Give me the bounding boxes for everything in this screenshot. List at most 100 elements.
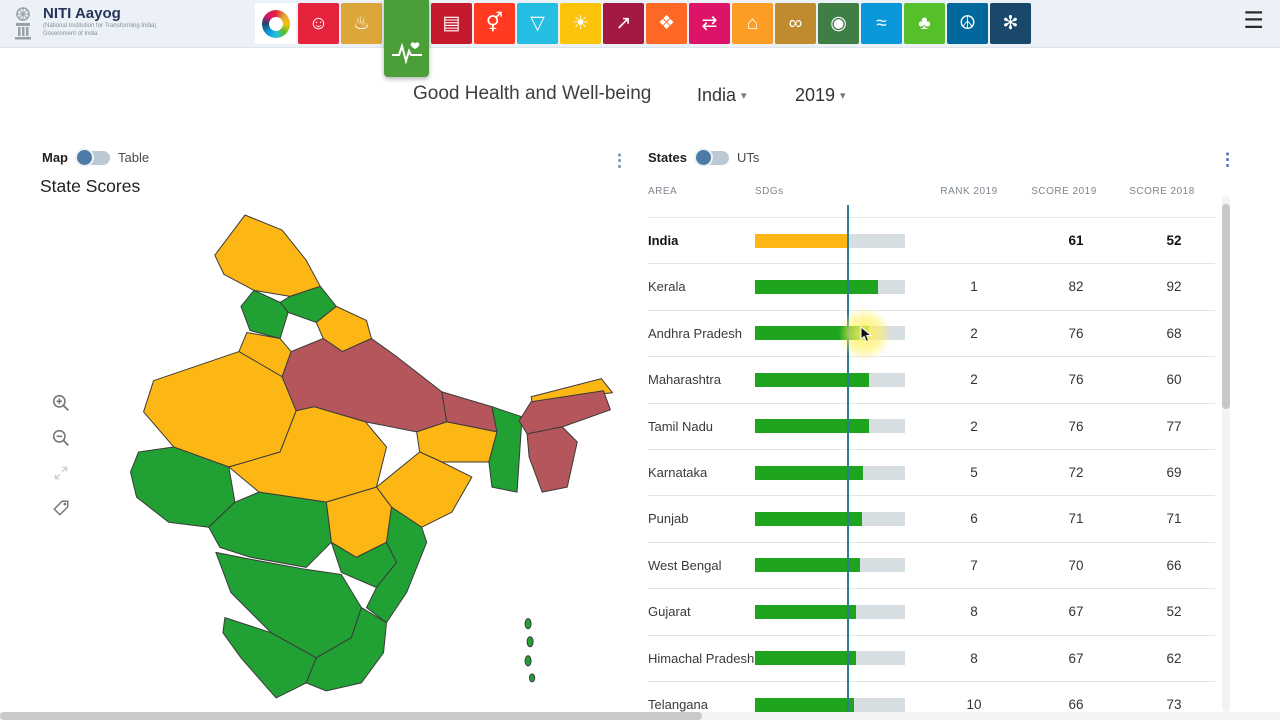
state-northeast-states[interactable] — [526, 426, 578, 493]
year-dropdown[interactable]: 2019 ▾ — [795, 85, 846, 106]
sdg-8-decent-work-icon[interactable]: ↗ — [603, 3, 644, 44]
sdg-score-bar — [755, 465, 905, 480]
score-2018-value: 73 — [1166, 696, 1182, 712]
area-label: Andhra Pradesh — [648, 325, 742, 341]
sdg-score-bar — [755, 372, 905, 387]
sdg-score-bar-fill — [755, 558, 860, 573]
score-2019-value: 71 — [1068, 511, 1084, 527]
table-row[interactable]: Punjab 6 71 71 — [648, 496, 1215, 543]
table-row[interactable]: Himachal Pradesh 8 67 62 — [648, 636, 1215, 682]
sdg-10-reduced-inequalities-icon[interactable]: ⇄ — [689, 3, 730, 44]
table-row[interactable]: Andhra Pradesh 2 76 68 — [648, 311, 1215, 358]
sdg-2-zero-hunger-icon[interactable]: ♨ — [341, 3, 382, 44]
sdg-score-bar — [755, 512, 905, 527]
score-2018-value: 77 — [1166, 418, 1182, 434]
score-2019-value: 82 — [1068, 279, 1084, 295]
area-label: West Bengal — [648, 557, 722, 573]
score-2019-value: 70 — [1068, 557, 1084, 573]
state-punjab[interactable] — [240, 289, 289, 340]
sdg-glyph: ♨ — [352, 13, 371, 34]
table-panel-menu-icon[interactable]: ⋮ — [1219, 150, 1236, 169]
table-row[interactable]: India 61 52 — [648, 218, 1215, 265]
india-map — [130, 214, 613, 699]
score-2019-value: 72 — [1068, 464, 1084, 480]
sdg-14-life-below-water-icon[interactable]: ≈ — [861, 3, 902, 44]
sdg-wheel-icon[interactable] — [255, 3, 296, 44]
map-table-toggle[interactable] — [75, 147, 110, 167]
sdg-glyph: ≈ — [876, 13, 887, 34]
map-panel-menu-icon[interactable]: ⋮ — [611, 151, 628, 170]
year-dropdown-value: 2019 — [795, 85, 836, 105]
table-header: AREA SDGs RANK 2019 SCORE 2019 SCORE 201… — [648, 186, 1215, 210]
page-scrollbar-track — [0, 712, 1280, 720]
andaman-islands[interactable] — [524, 655, 532, 667]
sdg-score-bar-fill — [755, 280, 878, 295]
sdg-score-bar-fill — [755, 651, 856, 666]
table-row[interactable]: Karnataka 5 72 69 — [648, 450, 1215, 497]
score-2018-value: 71 — [1166, 511, 1182, 527]
sdg-glyph: ∞ — [788, 13, 803, 34]
table-row[interactable]: West Bengal 7 70 66 — [648, 543, 1215, 590]
page-scrollbar-thumb[interactable] — [0, 712, 702, 720]
area-label: Maharashtra — [648, 372, 721, 388]
zoom-in-icon[interactable] — [52, 394, 70, 412]
table-scrollbar-thumb[interactable] — [1222, 204, 1230, 409]
map-toggle-label: Map — [42, 150, 68, 165]
andaman-islands[interactable] — [528, 673, 536, 683]
sdg-score-bar-fill — [755, 233, 847, 248]
sdg-16-peace-justice-icon[interactable]: ☮ — [947, 3, 988, 44]
rank-2019-value: 6 — [970, 511, 978, 527]
table-row[interactable]: Maharashtra 2 76 60 — [648, 357, 1215, 404]
zoom-reset-icon[interactable] — [52, 464, 70, 482]
rank-2019-value: 2 — [970, 418, 978, 434]
zoom-out-icon[interactable] — [52, 429, 70, 447]
sdg-score-bar — [755, 280, 905, 295]
score-2018-value: 60 — [1166, 372, 1182, 388]
sdg-17-partnerships-icon[interactable]: ✻ — [990, 3, 1031, 44]
table-row[interactable]: Telangana 10 66 73 — [648, 682, 1215, 713]
sdg-11-sustainable-cities-icon[interactable]: ⌂ — [732, 3, 773, 44]
sdg-score-bar — [755, 651, 905, 666]
states-uts-toggle-row: States UTs — [648, 147, 759, 167]
sdg-score-bar — [755, 233, 905, 248]
state-scores-heading: State Scores — [40, 176, 141, 196]
region-dropdown[interactable]: India ▾ — [697, 85, 747, 106]
rank-2019-value — [944, 218, 1004, 263]
sdg-score-bar-fill — [755, 604, 856, 619]
brand: NITI Aayog (National Institution for Tra… — [10, 5, 156, 41]
andaman-islands[interactable] — [524, 618, 532, 630]
toggle-knob — [75, 147, 94, 167]
sdg-6-clean-water-icon[interactable]: ▽ — [517, 3, 558, 44]
table-row[interactable]: Tamil Nadu 2 76 77 — [648, 404, 1215, 450]
hamburger-menu-icon[interactable]: ☰ — [1243, 7, 1264, 33]
sdg-glyph: ▤ — [442, 13, 461, 34]
state-tamil-nadu[interactable] — [305, 607, 388, 692]
sdg-glyph: ♣ — [918, 13, 931, 34]
sdg-4-quality-education-icon[interactable]: ▤ — [431, 3, 472, 44]
states-uts-toggle[interactable] — [694, 147, 730, 167]
sdg-glyph: ☺ — [308, 13, 329, 34]
andaman-islands[interactable] — [526, 636, 534, 648]
sdg-5-gender-equality-icon[interactable]: ⚥ — [474, 3, 515, 44]
state-jammu-kashmir[interactable] — [214, 214, 321, 297]
sdg-glyph: ↗ — [615, 13, 632, 34]
sdg-15-life-on-land-icon[interactable]: ♣ — [904, 3, 945, 44]
sdg-13-climate-action-icon[interactable]: ◉ — [818, 3, 859, 44]
chevron-down-icon: ▾ — [741, 90, 747, 102]
score-2019-value: 67 — [1068, 650, 1084, 666]
state-andhra-pradesh[interactable] — [365, 506, 428, 624]
table-row[interactable]: Gujarat 8 67 52 — [648, 589, 1215, 636]
sdg-9-industry-innovation-icon[interactable]: ❖ — [646, 3, 687, 44]
table-row[interactable]: Kerala 1 82 92 — [648, 264, 1215, 311]
area-label: Himachal Pradesh — [648, 650, 755, 666]
state-kerala[interactable] — [222, 617, 317, 699]
label-tag-icon[interactable] — [52, 499, 70, 517]
score-2019-value: 76 — [1068, 418, 1084, 434]
sdg-3-good-health-icon[interactable] — [384, 0, 429, 77]
sdg-7-affordable-energy-icon[interactable]: ☀ — [560, 3, 601, 44]
sdg-score-bar-fill — [755, 372, 869, 387]
score-2019-value: 76 — [1068, 372, 1084, 388]
area-label: Karnataka — [648, 464, 708, 480]
sdg-1-no-poverty-icon[interactable]: ☺ — [298, 3, 339, 44]
sdg-12-responsible-consumption-icon[interactable]: ∞ — [775, 3, 816, 44]
